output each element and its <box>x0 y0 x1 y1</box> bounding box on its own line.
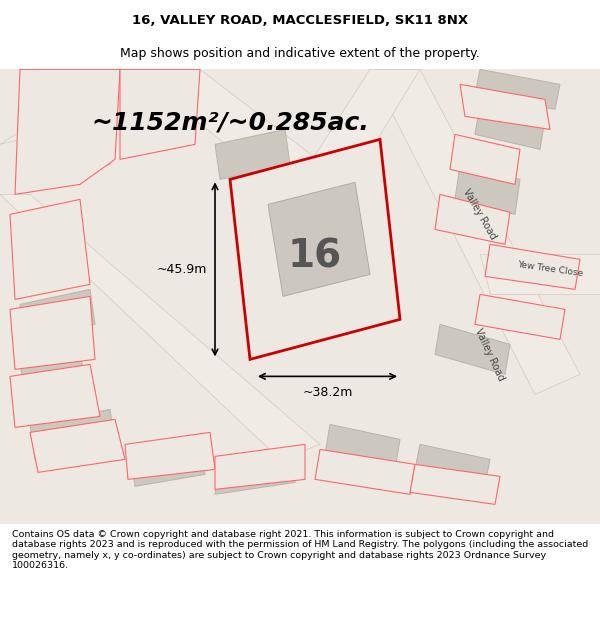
Polygon shape <box>315 449 415 494</box>
Polygon shape <box>230 139 400 359</box>
Text: ~45.9m: ~45.9m <box>157 263 207 276</box>
Polygon shape <box>435 324 510 374</box>
Polygon shape <box>475 104 545 149</box>
Polygon shape <box>290 69 420 194</box>
Polygon shape <box>10 199 90 299</box>
Polygon shape <box>0 194 320 459</box>
Polygon shape <box>130 442 205 486</box>
Polygon shape <box>268 182 370 296</box>
Text: ~1152m²/~0.285ac.: ~1152m²/~0.285ac. <box>91 111 369 134</box>
Polygon shape <box>455 164 520 214</box>
Polygon shape <box>485 244 580 289</box>
Text: Valley Road: Valley Road <box>473 326 506 382</box>
Polygon shape <box>415 444 490 484</box>
Polygon shape <box>450 134 520 184</box>
Polygon shape <box>475 69 560 109</box>
Polygon shape <box>10 364 100 428</box>
Text: Valley Road: Valley Road <box>461 188 499 241</box>
Polygon shape <box>125 432 215 479</box>
Polygon shape <box>30 409 115 459</box>
Text: ~38.2m: ~38.2m <box>302 386 353 399</box>
Polygon shape <box>20 289 95 339</box>
Polygon shape <box>0 69 180 144</box>
Text: Contains OS data © Crown copyright and database right 2021. This information is : Contains OS data © Crown copyright and d… <box>12 530 588 570</box>
Polygon shape <box>435 194 510 244</box>
Polygon shape <box>130 69 350 194</box>
Polygon shape <box>480 254 600 294</box>
Polygon shape <box>215 452 300 494</box>
Polygon shape <box>10 296 95 369</box>
Polygon shape <box>30 419 125 472</box>
Polygon shape <box>215 444 305 489</box>
Polygon shape <box>120 69 200 159</box>
Polygon shape <box>20 352 85 391</box>
Polygon shape <box>325 424 400 469</box>
Polygon shape <box>475 294 565 339</box>
Polygon shape <box>20 124 110 184</box>
Polygon shape <box>215 129 290 179</box>
Polygon shape <box>370 69 580 394</box>
Text: Map shows position and indicative extent of the property.: Map shows position and indicative extent… <box>120 48 480 61</box>
Polygon shape <box>460 84 550 129</box>
Text: 16, VALLEY ROAD, MACCLESFIELD, SK11 8NX: 16, VALLEY ROAD, MACCLESFIELD, SK11 8NX <box>132 14 468 28</box>
Text: 16: 16 <box>288 238 342 276</box>
Text: Yew Tree Close: Yew Tree Close <box>517 260 583 279</box>
Polygon shape <box>410 464 500 504</box>
Polygon shape <box>40 79 110 119</box>
Polygon shape <box>15 69 120 194</box>
